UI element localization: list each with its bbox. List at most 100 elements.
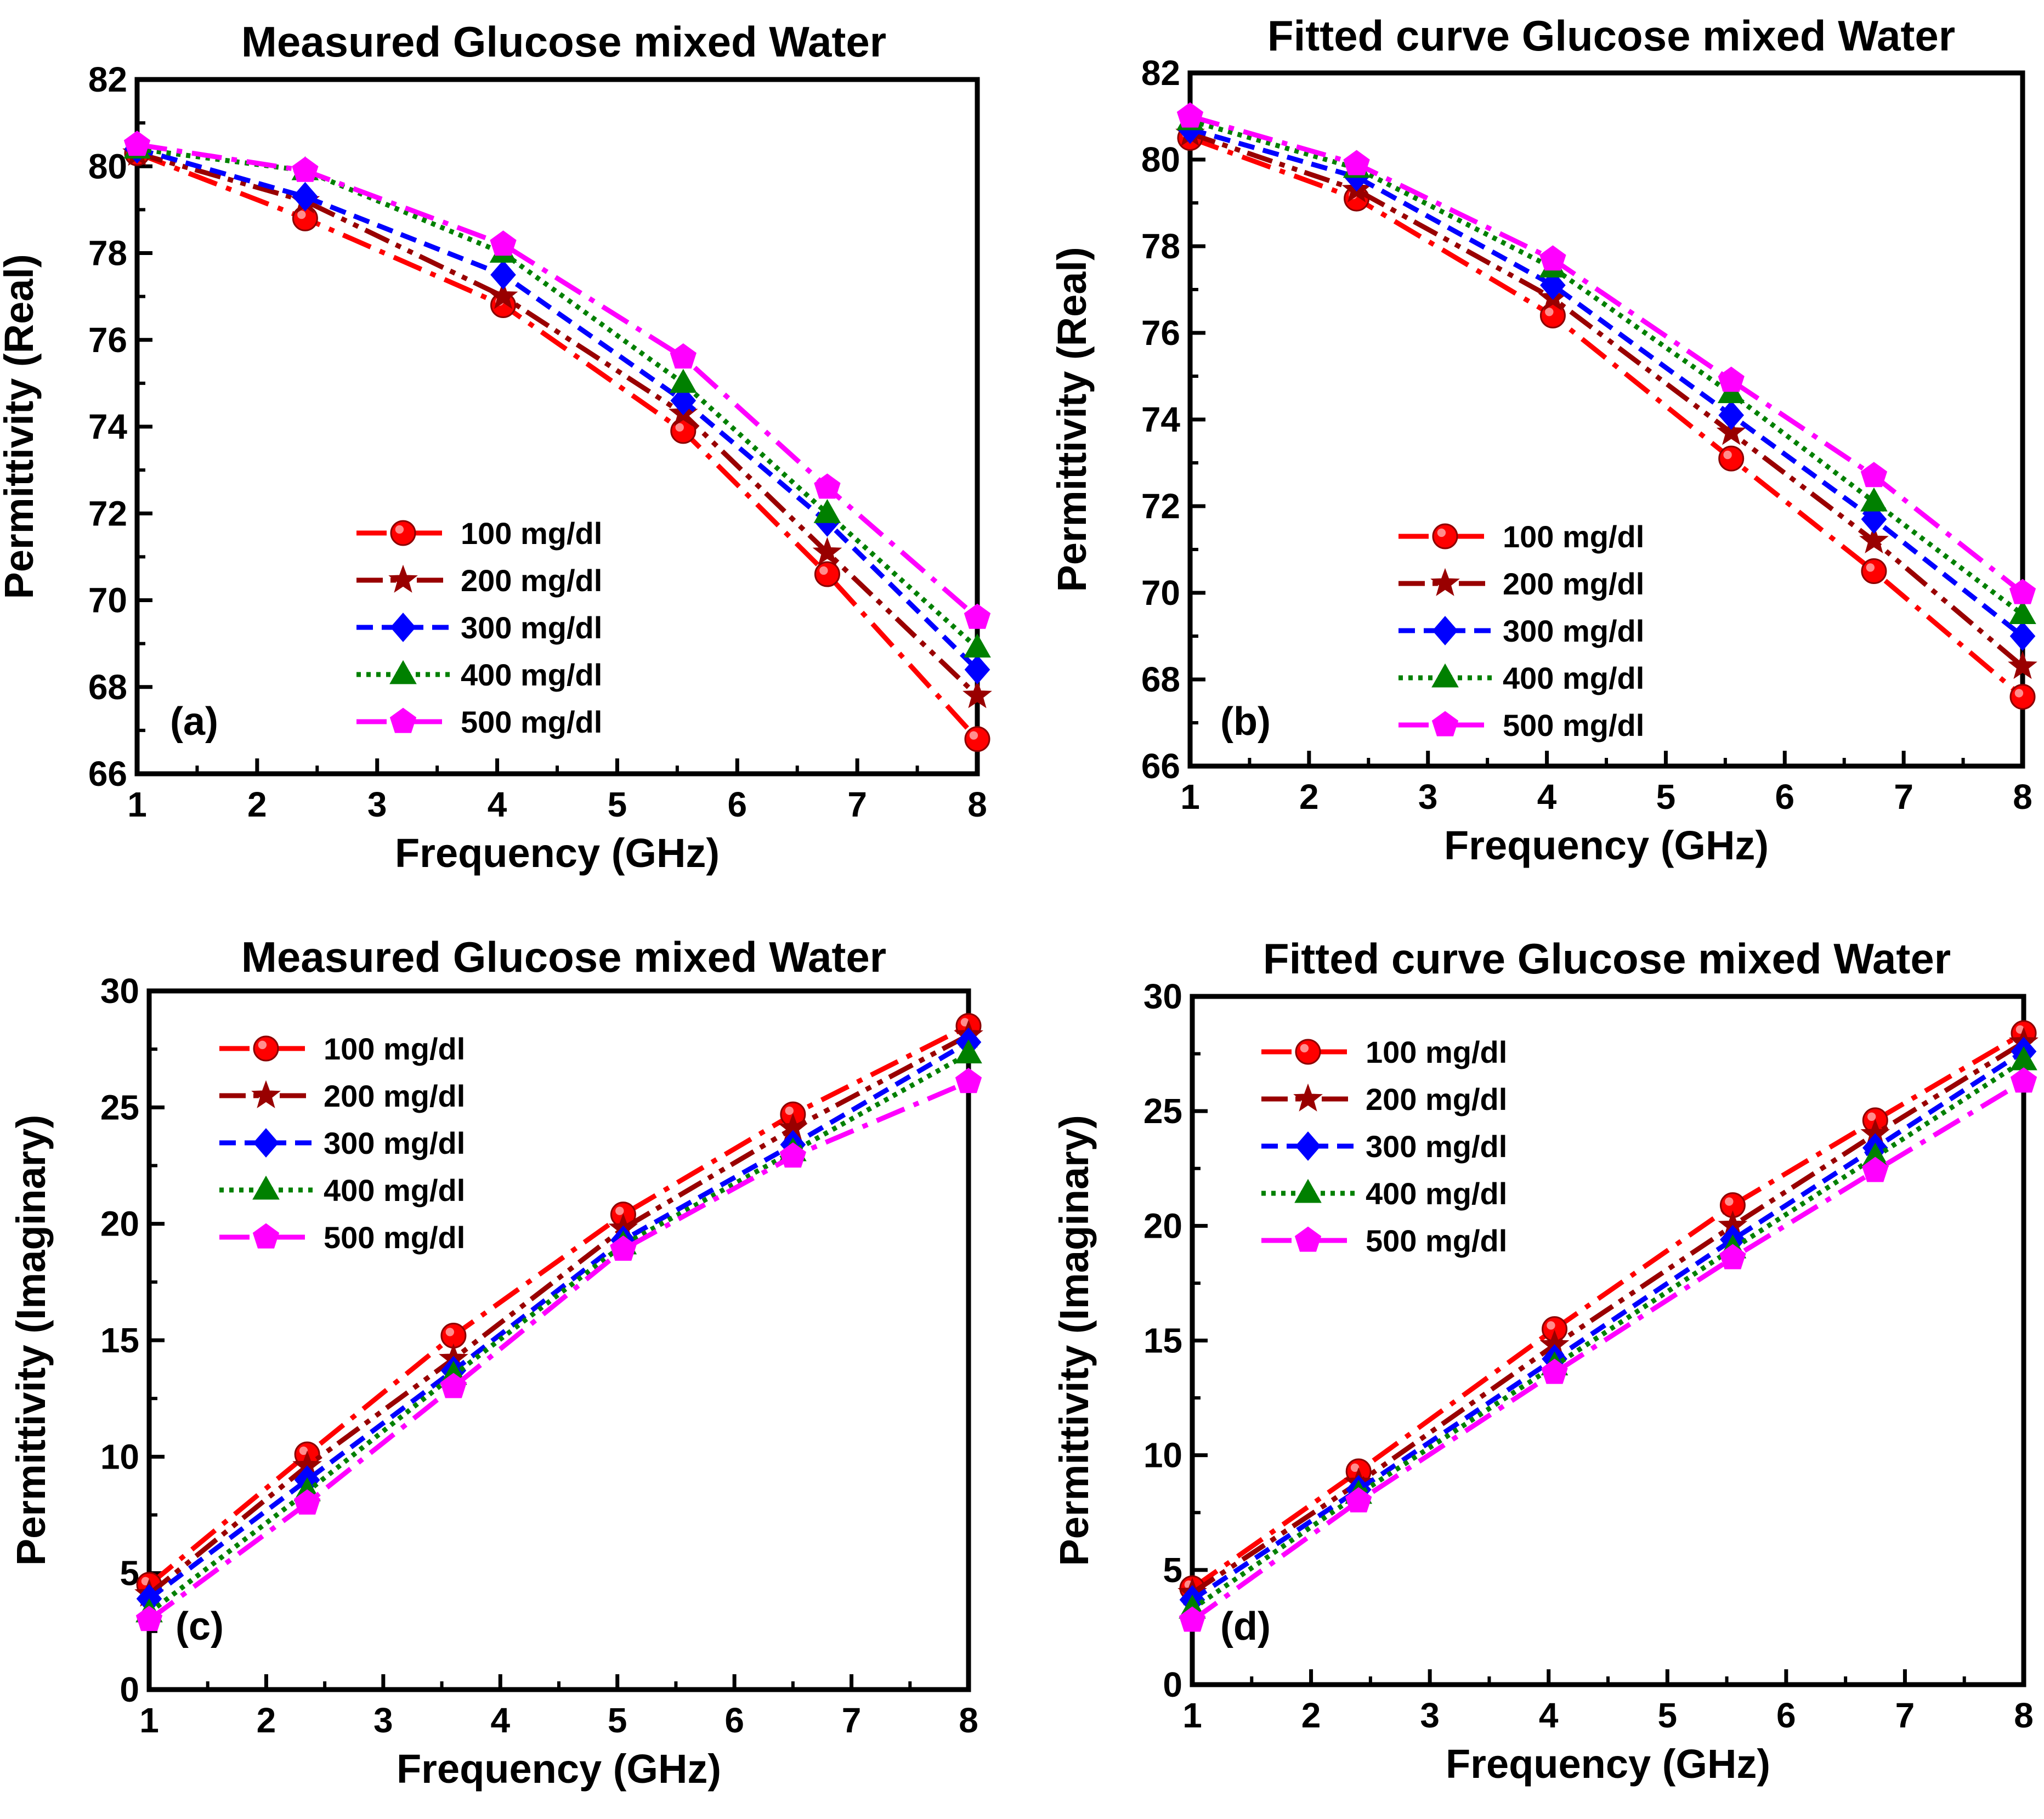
legend-item: 100 mg/dl	[1398, 519, 1644, 554]
y-tick-label: 78	[88, 234, 127, 273]
data-point	[964, 633, 991, 658]
data-point	[964, 655, 990, 684]
data-point	[779, 1142, 807, 1168]
legend: 100 mg/dl 200 mg/dl 300 mg/dl 400 mg/dl 500 …	[1398, 519, 1644, 743]
legend: 100 mg/dl 200 mg/dl 300 mg/dl 400 mg/dl 500 …	[219, 1032, 465, 1255]
data-point	[1179, 1606, 1206, 1632]
data-point	[1860, 487, 1888, 512]
legend-marker	[1293, 1083, 1323, 1112]
legend-item: 100 mg/dl	[219, 1032, 465, 1066]
series-line	[1192, 1079, 2024, 1623]
y-tick-label: 66	[1141, 746, 1180, 786]
legend-marker	[252, 1223, 280, 1249]
panel-label: (b)	[1220, 700, 1271, 744]
y-tick-label: 20	[1143, 1206, 1182, 1245]
legend-marker	[1432, 523, 1458, 549]
x-tick-label: 7	[847, 785, 867, 824]
legend-item: 400 mg/dl	[1398, 661, 1644, 695]
chart-panel-c: Measured Glucose mixed Water 1 2 3 4 5 6 7 8 0 5 10…	[8, 933, 983, 1792]
legend-label: 300 mg/dl	[324, 1126, 465, 1160]
chart-title: Fitted curve Glucose mixed Water	[1267, 12, 1955, 60]
data-point-highlight	[675, 423, 684, 432]
data-point	[964, 603, 991, 629]
y-tick-label: 78	[1141, 226, 1180, 266]
data-point	[440, 1373, 467, 1398]
y-tick-label: 70	[88, 581, 127, 620]
legend: 100 mg/dl 200 mg/dl 300 mg/dl 400 mg/dl 500 …	[1261, 1035, 1507, 1258]
data-point	[1862, 1157, 1889, 1182]
legend-marker	[252, 1175, 280, 1200]
data-point	[1343, 150, 1370, 175]
legend-label: 500 mg/dl	[324, 1220, 465, 1255]
data-point	[490, 260, 516, 290]
legend-label: 400 mg/dl	[324, 1173, 465, 1208]
series-5	[123, 131, 991, 629]
legend-marker	[390, 613, 416, 642]
x-tick-label: 1	[139, 1701, 159, 1740]
y-tick-label: 30	[1143, 977, 1182, 1016]
legend-marker	[389, 707, 417, 733]
x-tick-label: 4	[488, 785, 507, 824]
legend-label: 200 mg/dl	[1366, 1082, 1507, 1117]
legend-label: 500 mg/dl	[461, 705, 602, 739]
y-tick-label: 66	[88, 754, 127, 794]
legend-label: 100 mg/dl	[461, 516, 602, 551]
series-5	[135, 1068, 982, 1631]
legend-marker	[389, 660, 417, 684]
y-tick-label: 15	[100, 1321, 139, 1360]
data-point	[1539, 245, 1566, 271]
legend-item: 300 mg/dl	[219, 1126, 465, 1160]
data-point-highlight	[1547, 1321, 1555, 1330]
legend-label: 200 mg/dl	[1503, 566, 1644, 601]
data-point-highlight	[1866, 563, 1875, 572]
panel-label: (c)	[175, 1605, 224, 1648]
legend-label: 300 mg/dl	[1503, 614, 1644, 648]
legend-label: 300 mg/dl	[461, 610, 602, 645]
legend-label: 300 mg/dl	[1366, 1129, 1507, 1164]
y-axis-label: Permittivity (Imaginary)	[8, 1115, 54, 1566]
series-line	[1190, 118, 2023, 617]
data-point	[610, 1235, 637, 1261]
series-line	[137, 146, 977, 650]
x-tick-label: 8	[967, 785, 987, 824]
series-line	[1190, 127, 2023, 638]
series-line	[1192, 1040, 2024, 1595]
legend-item: 400 mg/dl	[356, 658, 602, 692]
y-tick-label: 15	[1143, 1321, 1182, 1361]
y-tick-label: 25	[1143, 1091, 1182, 1131]
chart-panel-d: Fitted curve Glucose mixed Water 1 2 3 4 5 6 7 8…	[1051, 934, 2039, 1787]
legend-item: 300 mg/dl	[356, 610, 602, 645]
chart-title: Fitted curve Glucose mixed Water	[1263, 934, 1951, 983]
y-axis-label: Permittivity (Imaginary)	[1051, 1115, 1097, 1566]
data-point	[814, 561, 840, 587]
data-point-highlight	[819, 566, 828, 575]
x-axis-label: Frequency (GHz)	[1446, 1741, 1770, 1787]
y-tick-label: 82	[88, 60, 127, 99]
data-point	[812, 537, 842, 565]
data-point	[293, 1489, 321, 1515]
y-tick-label: 25	[100, 1087, 139, 1127]
legend-label: 400 mg/dl	[1503, 661, 1644, 695]
x-tick-label: 3	[1420, 1696, 1440, 1735]
legend-marker	[388, 564, 418, 593]
legend: 100 mg/dl 200 mg/dl 300 mg/dl 400 mg/dl 500 …	[356, 516, 602, 739]
y-axis-label: Permittivity (Real)	[0, 254, 42, 599]
y-tick-label: 72	[1141, 486, 1180, 526]
y-tick-label: 30	[100, 971, 139, 1011]
data-point	[490, 230, 517, 256]
data-point	[2009, 579, 2036, 604]
data-point-highlight	[2014, 689, 2024, 698]
data-point	[962, 680, 992, 709]
data-point	[2008, 651, 2037, 679]
legend-item: 200 mg/dl	[219, 1079, 465, 1113]
legend-item: 200 mg/dl	[1261, 1082, 1507, 1117]
series-line	[137, 142, 977, 620]
legend-item: 400 mg/dl	[1261, 1176, 1507, 1211]
data-point-highlight	[1725, 1197, 1734, 1206]
data-point	[292, 182, 318, 212]
data-point	[813, 499, 841, 523]
data-point	[670, 343, 697, 369]
y-axis-label: Permittivity (Real)	[1049, 247, 1095, 592]
legend-marker	[1294, 1226, 1322, 1252]
